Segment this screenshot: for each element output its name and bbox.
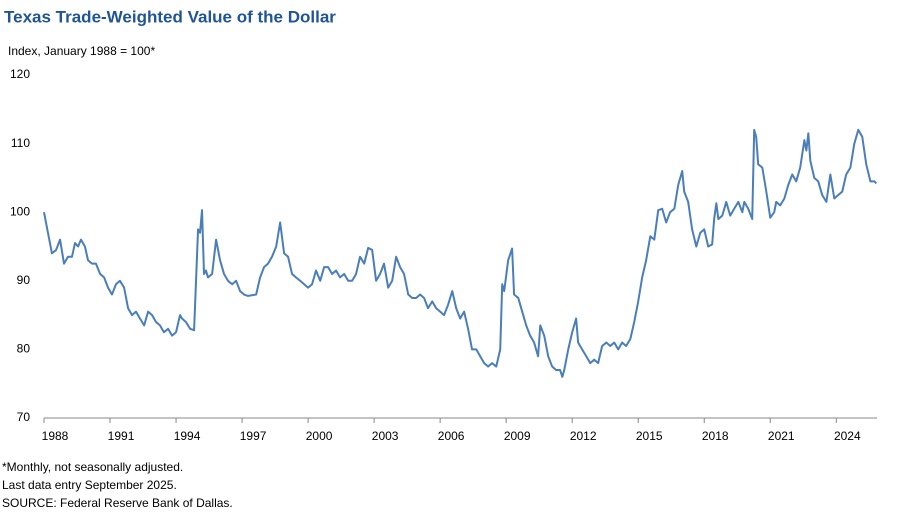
chart-title: Texas Trade-Weighted Value of the Dollar: [4, 7, 336, 26]
x-tick-label: 1997: [240, 429, 267, 443]
x-tick-label: 2006: [438, 429, 465, 443]
x-tick-label: 1994: [174, 429, 201, 443]
footnote: SOURCE: Federal Reserve Bank of Dallas.: [2, 496, 233, 510]
x-tick-label: 2021: [768, 429, 795, 443]
footnote: Last data entry September 2025.: [2, 478, 177, 492]
x-tick-label: 2024: [834, 429, 861, 443]
x-tick-label: 2018: [702, 429, 729, 443]
y-tick-label: 100: [10, 204, 30, 218]
y-axis-label: Index, January 1988 = 100*: [8, 44, 155, 58]
x-tick-label: 2000: [306, 429, 333, 443]
x-tick-label: 2003: [372, 429, 399, 443]
line-series: [43, 128, 878, 378]
footnote: *Monthly, not seasonally adjusted.: [2, 460, 183, 474]
y-tick-label: 110: [11, 136, 30, 150]
y-tick-label: 70: [17, 410, 31, 424]
x-tick-label: 1991: [108, 429, 135, 443]
x-tick-label: 2012: [570, 429, 597, 443]
y-tick-label: 90: [17, 273, 31, 287]
y-tick-label: 120: [10, 67, 30, 81]
y-tick-label: 80: [17, 342, 31, 356]
x-tick-label: 2009: [504, 429, 531, 443]
x-tick-label: 1988: [42, 429, 69, 443]
x-tick-label: 2015: [636, 429, 663, 443]
